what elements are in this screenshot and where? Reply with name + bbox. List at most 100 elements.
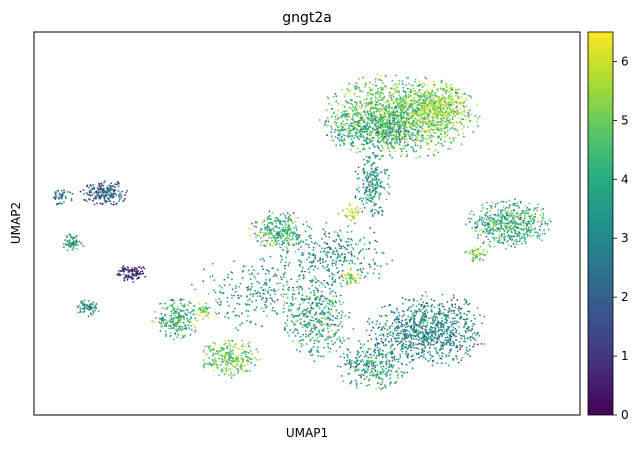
scatter-point-c9 <box>289 235 291 238</box>
scatter-point-c0 <box>428 128 431 131</box>
scatter-point-c4 <box>516 202 518 205</box>
scatter-point-c6 <box>401 350 404 353</box>
scatter-point-c0 <box>388 103 391 105</box>
scatter-point-c0 <box>402 117 405 119</box>
scatter-point-c7 <box>376 343 379 346</box>
scatter-point-c6 <box>427 343 430 346</box>
scatter-point-c6 <box>384 324 387 326</box>
scatter-point-c0 <box>414 138 417 141</box>
scatter-point-c6 <box>483 343 486 345</box>
scatter-point-c0 <box>334 121 336 124</box>
scatter-point-c6 <box>410 338 413 341</box>
scatter-point-c0 <box>440 133 442 136</box>
scatter-point-c9 <box>270 222 273 224</box>
scatter-point-c4 <box>516 240 519 243</box>
scatter-point-c9 <box>268 242 270 244</box>
scatter-point-c6 <box>429 322 432 324</box>
scatter-point-c8 <box>294 328 297 330</box>
scatter-point-c9 <box>263 244 265 247</box>
scatter-point-c6 <box>391 335 394 338</box>
scatter-point-c8 <box>328 334 330 337</box>
scatter-point-c1 <box>440 129 443 132</box>
scatter-point-c4 <box>534 216 536 218</box>
scatter-point-c0 <box>405 83 408 86</box>
scatter-point-c0 <box>393 142 396 145</box>
scatter-point-c2 <box>365 116 368 119</box>
scatter-point-c0 <box>370 111 373 114</box>
scatter-point-c8 <box>297 341 300 344</box>
scatter-point-c0 <box>410 114 413 116</box>
scatter-point-c2 <box>391 138 393 140</box>
scatter-point-c4 <box>513 203 516 205</box>
scatter-point-c2 <box>351 145 354 147</box>
scatter-point-c4 <box>524 211 526 213</box>
scatter-point-c2 <box>380 124 383 127</box>
scatter-point-c8 <box>313 342 316 345</box>
scatter-point-c6 <box>422 301 425 304</box>
scatter-point-c4 <box>467 217 470 220</box>
scatter-point-c4 <box>488 233 490 235</box>
scatter-point-c8 <box>308 298 311 301</box>
scatter-point-c4 <box>549 220 552 223</box>
scatter-point-c8 <box>334 341 336 344</box>
scatter-point-c0 <box>388 105 390 108</box>
scatter-point-c6 <box>397 334 400 337</box>
scatter-point-c6 <box>400 340 403 343</box>
scatter-point-c0 <box>410 99 412 102</box>
scatter-point-c0 <box>407 76 410 79</box>
scatter-point-c2 <box>388 130 391 133</box>
scatter-point-c6 <box>446 301 449 303</box>
scatter-point-c6 <box>456 357 458 360</box>
scatter-point-c8 <box>328 351 331 353</box>
scatter-point-c0 <box>422 105 425 108</box>
scatter-point-c4 <box>542 214 545 216</box>
scatter-point-c1 <box>450 104 452 107</box>
scatter-point-c10 <box>203 349 205 352</box>
scatter-point-c4 <box>508 229 510 232</box>
scatter-point-c6 <box>429 357 432 360</box>
scatter-point-c10 <box>217 364 220 366</box>
scatter-point-c6 <box>420 326 422 329</box>
scatter-point-c0 <box>425 122 427 125</box>
scatter-point-c7 <box>373 374 375 377</box>
scatter-point-c4 <box>524 242 527 245</box>
scatter-point-c9 <box>264 234 267 236</box>
scatter-point-c0 <box>382 147 384 149</box>
scatter-point-c10 <box>248 341 251 344</box>
scatter-point-c3 <box>374 184 376 187</box>
scatter-point-c4 <box>522 209 524 212</box>
scatter-point-c6 <box>441 305 444 308</box>
scatter-point-c10 <box>214 357 216 359</box>
scatter-point-c2 <box>360 119 362 122</box>
scatter-point-c8 <box>329 287 331 290</box>
scatter-point-c7 <box>379 383 382 386</box>
scatter-point-c3 <box>362 186 365 189</box>
scatter-point-c0 <box>448 137 451 140</box>
scatter-point-c9 <box>285 223 287 226</box>
scatter-point-c6 <box>400 324 402 327</box>
scatter-point-c2 <box>356 124 359 127</box>
scatter-point-c3 <box>388 186 391 188</box>
scatter-point-c6 <box>436 362 439 364</box>
scatter-point-c8 <box>284 326 286 329</box>
scatter-point-c8 <box>306 315 309 318</box>
scatter-point-c4 <box>510 224 512 227</box>
scatter-point-c8 <box>309 333 312 335</box>
scatter-point-c0 <box>355 82 358 84</box>
scatter-point-c1 <box>441 89 444 92</box>
scatter-point-c3 <box>358 177 360 179</box>
scatter-point-c1 <box>414 104 417 107</box>
scatter-point-c0 <box>374 80 377 83</box>
scatter-point-c8 <box>293 329 296 332</box>
scatter-point-c1 <box>436 117 438 120</box>
scatter-point-c0 <box>478 115 481 118</box>
scatter-point-c4 <box>501 241 503 244</box>
scatter-point-c2 <box>358 138 361 141</box>
scatter-point-c5 <box>472 259 475 262</box>
scatter-point-c2 <box>414 141 416 144</box>
scatter-point-c4 <box>501 214 504 217</box>
scatter-point-c10 <box>254 364 256 367</box>
scatter-point-c6 <box>434 334 437 337</box>
scatter-point-c0 <box>344 110 347 112</box>
scatter-point-c2 <box>388 125 390 128</box>
